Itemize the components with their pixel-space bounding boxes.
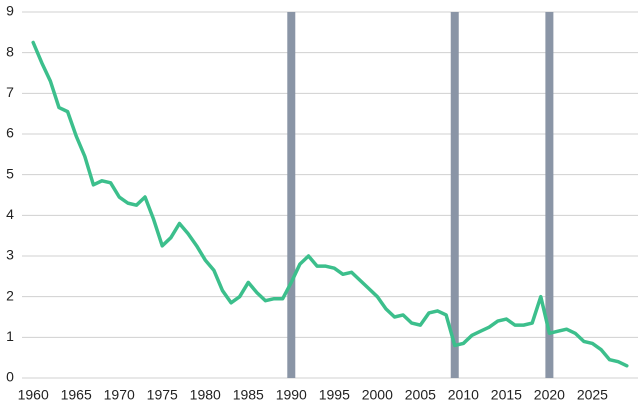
x-tick-label: 2000: [362, 387, 393, 403]
recession-bar: [287, 12, 296, 378]
x-tick-label: 2025: [577, 387, 608, 403]
x-tick-label: 1975: [147, 387, 178, 403]
x-tick-label: 1995: [319, 387, 350, 403]
y-tick-label: 0: [6, 369, 14, 385]
y-tick-label: 1: [6, 328, 14, 344]
x-tick-label: 2005: [405, 387, 436, 403]
x-tick-label: 2015: [491, 387, 522, 403]
y-tick-label: 3: [6, 247, 14, 263]
x-tick-label: 1960: [18, 387, 49, 403]
y-tick-label: 6: [6, 125, 14, 141]
y-tick-label: 5: [6, 165, 14, 181]
x-tick-label: 2010: [448, 387, 479, 403]
x-tick-label: 1980: [190, 387, 221, 403]
y-tick-label: 4: [6, 206, 14, 222]
x-tick-label: 1990: [276, 387, 307, 403]
x-tick-label: 1985: [233, 387, 264, 403]
y-tick-label: 9: [6, 3, 14, 19]
y-tick-label: 7: [6, 84, 14, 100]
recession-bar: [450, 12, 459, 378]
data-line: [31, 40, 629, 368]
y-tick-label: 2: [6, 287, 14, 303]
x-tick-label: 1965: [61, 387, 92, 403]
x-tick-label: 2020: [534, 387, 565, 403]
recession-bar: [545, 12, 554, 378]
x-tick-label: 1970: [104, 387, 135, 403]
y-tick-label: 8: [6, 43, 14, 59]
